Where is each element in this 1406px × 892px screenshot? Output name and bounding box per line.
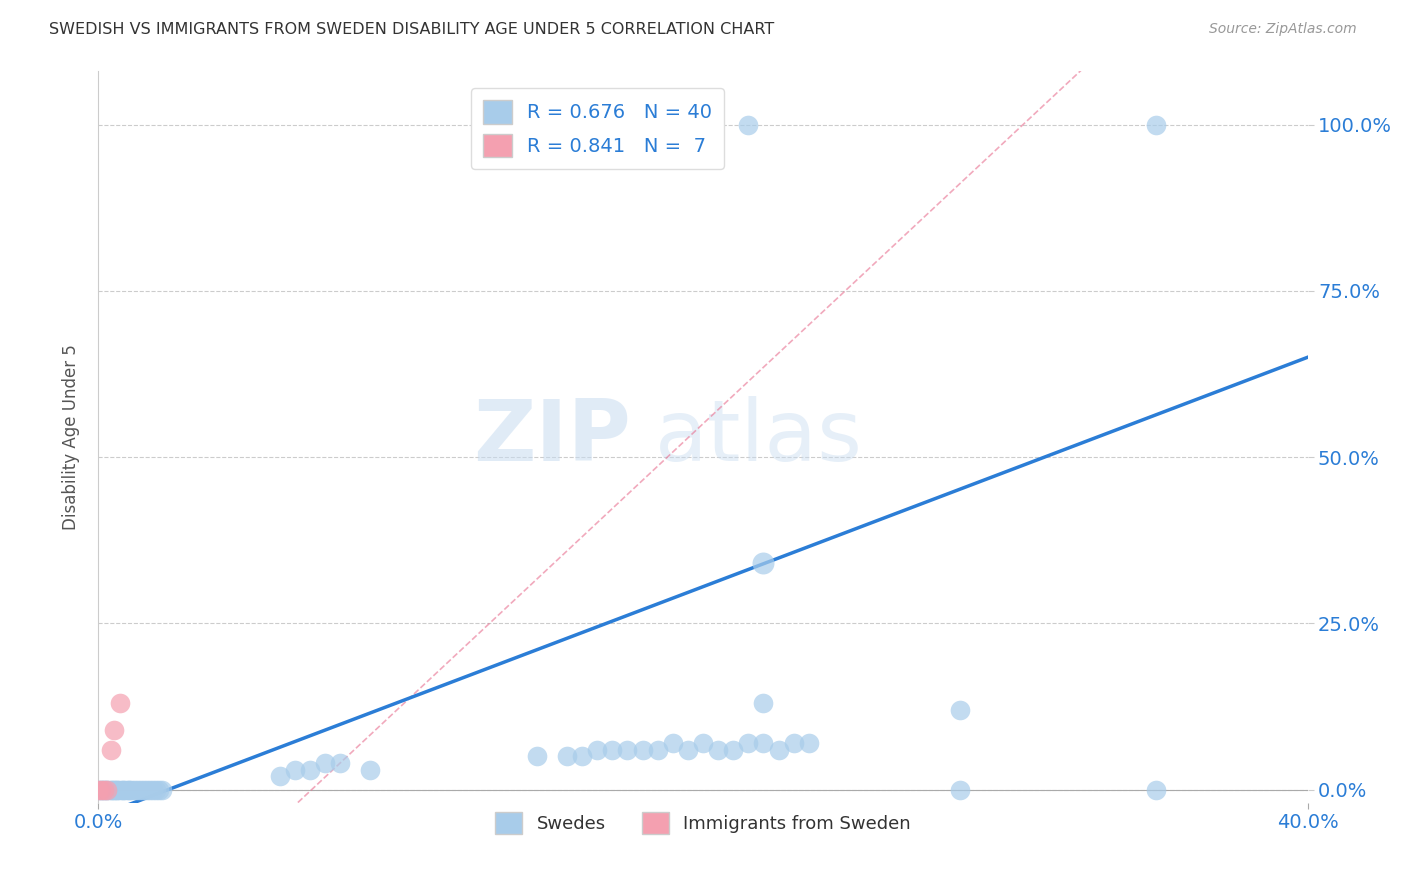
Point — [96, 782, 118, 797]
Point — [121, 782, 143, 797]
Point — [127, 782, 149, 797]
Point — [93, 782, 115, 797]
Point — [93, 782, 115, 797]
Point — [661, 736, 683, 750]
Point — [616, 742, 638, 756]
Point — [555, 749, 578, 764]
Point — [100, 742, 122, 756]
Point — [132, 782, 155, 797]
Point — [737, 736, 759, 750]
Point — [647, 742, 669, 756]
Point — [108, 696, 131, 710]
Text: atlas: atlas — [655, 395, 863, 479]
Point — [87, 782, 110, 797]
Legend: Swedes, Immigrants from Sweden: Swedes, Immigrants from Sweden — [488, 805, 918, 841]
Point — [768, 742, 790, 756]
Point — [148, 782, 170, 797]
Point — [707, 742, 730, 756]
Point — [631, 742, 654, 756]
Point — [797, 736, 820, 750]
Point — [949, 703, 972, 717]
Point — [526, 749, 548, 764]
Point — [314, 756, 336, 770]
Point — [111, 782, 134, 797]
Point — [100, 782, 122, 797]
Point — [124, 782, 146, 797]
Point — [737, 118, 759, 132]
Point — [602, 742, 624, 756]
Point — [111, 782, 134, 797]
Point — [142, 782, 165, 797]
Point — [1144, 782, 1167, 797]
Text: ZIP: ZIP — [472, 395, 630, 479]
Point — [360, 763, 382, 777]
Text: SWEDISH VS IMMIGRANTS FROM SWEDEN DISABILITY AGE UNDER 5 CORRELATION CHART: SWEDISH VS IMMIGRANTS FROM SWEDEN DISABI… — [49, 22, 775, 37]
Point — [105, 782, 128, 797]
Point — [752, 696, 775, 710]
Point — [752, 736, 775, 750]
Point — [723, 742, 745, 756]
Point — [1144, 118, 1167, 132]
Point — [93, 782, 115, 797]
Point — [90, 782, 112, 797]
Point — [87, 782, 110, 797]
Point — [145, 782, 167, 797]
Point — [299, 763, 322, 777]
Point — [96, 782, 118, 797]
Point — [118, 782, 141, 797]
Point — [96, 782, 118, 797]
Text: Source: ZipAtlas.com: Source: ZipAtlas.com — [1209, 22, 1357, 37]
Point — [105, 782, 128, 797]
Point — [150, 782, 173, 797]
Point — [329, 756, 352, 770]
Point — [284, 763, 307, 777]
Point — [783, 736, 806, 750]
Point — [90, 782, 112, 797]
Point — [139, 782, 162, 797]
Point — [692, 736, 714, 750]
Point — [108, 782, 131, 797]
Point — [949, 782, 972, 797]
Point — [103, 723, 125, 737]
Point — [103, 782, 125, 797]
Y-axis label: Disability Age Under 5: Disability Age Under 5 — [62, 344, 80, 530]
Point — [676, 742, 699, 756]
Point — [752, 557, 775, 571]
Point — [129, 782, 152, 797]
Point — [269, 769, 291, 783]
Point — [90, 782, 112, 797]
Point — [114, 782, 136, 797]
Point — [103, 782, 125, 797]
Point — [100, 782, 122, 797]
Point — [571, 749, 593, 764]
Point — [118, 782, 141, 797]
Point — [586, 742, 609, 756]
Point — [135, 782, 157, 797]
